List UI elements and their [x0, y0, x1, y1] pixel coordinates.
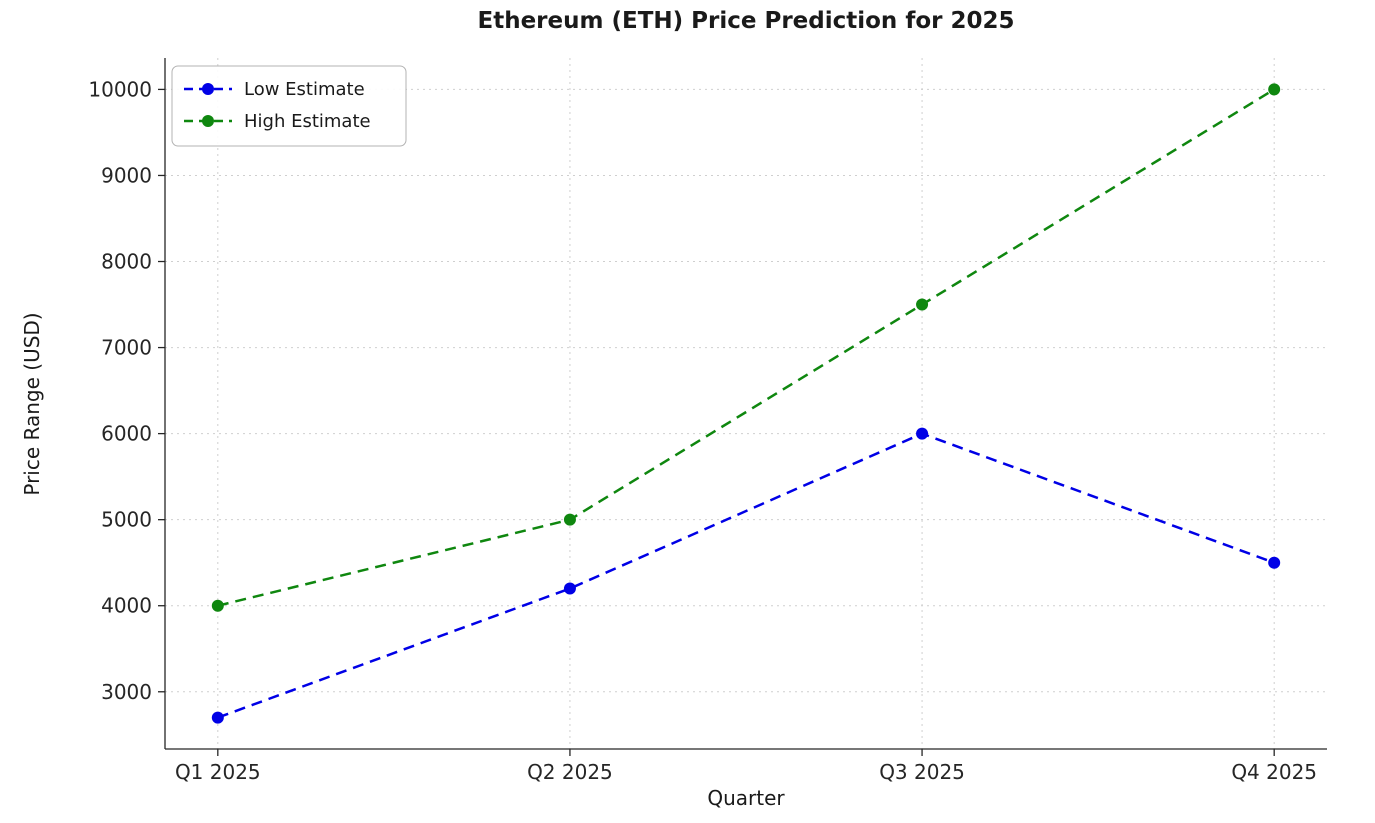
y-tick-label: 4000 [101, 594, 152, 618]
x-tick-label: Q1 2025 [175, 760, 261, 784]
legend-box [171, 65, 407, 147]
x-tick-label: Q4 2025 [1231, 760, 1317, 784]
high-estimate-marker [916, 298, 929, 311]
y-tick-label: 3000 [101, 680, 152, 704]
y-tick-label: 7000 [101, 336, 152, 360]
legend-high-estimate-label: High Estimate [244, 111, 371, 132]
low-estimate-marker [916, 427, 929, 440]
high-estimate-marker [211, 599, 224, 612]
legend-low-estimate-label: Low Estimate [244, 79, 365, 100]
high-estimate-line [217, 88, 1275, 607]
y-tick-label: 6000 [101, 422, 152, 446]
legend-high-estimate-marker [202, 115, 214, 127]
low-estimate-line [217, 432, 1275, 719]
low-estimate-marker [1268, 556, 1281, 569]
y-tick-label: 8000 [101, 250, 152, 274]
x-axis-label: Quarter [707, 786, 785, 810]
low-estimate-marker [563, 582, 576, 595]
y-tick-label: 5000 [101, 508, 152, 532]
chart-title: Ethereum (ETH) Price Prediction for 2025 [477, 8, 1015, 34]
x-tick-label: Q2 2025 [527, 760, 613, 784]
x-tick-label: Q3 2025 [879, 760, 965, 784]
legend-low-estimate-marker [202, 83, 214, 95]
low-estimate-marker [211, 711, 224, 724]
high-estimate-marker [563, 513, 576, 526]
y-tick-label: 9000 [101, 163, 152, 187]
high-estimate-marker [1268, 83, 1281, 96]
y-tick-label: 10000 [88, 77, 152, 101]
